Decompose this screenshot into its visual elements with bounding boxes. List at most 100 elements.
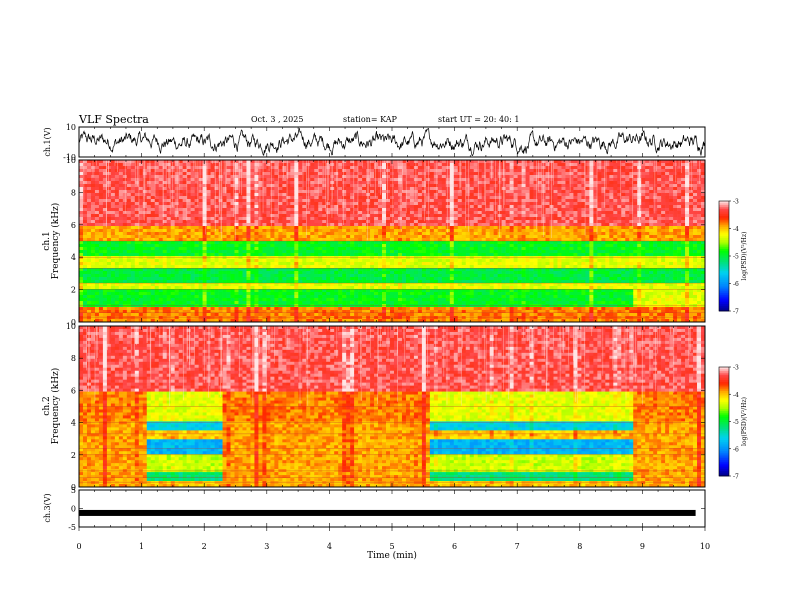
spectrogram-cell xyxy=(425,214,431,218)
spectrogram-cell xyxy=(425,181,431,185)
spectrogram-cell xyxy=(242,163,247,167)
spectrogram-cell xyxy=(346,217,351,221)
spectrogram-cell xyxy=(322,274,327,278)
spectrogram-cell xyxy=(226,265,231,269)
spectrogram-cell xyxy=(270,187,275,191)
spectrogram-cell xyxy=(110,292,116,296)
spectrogram-cell xyxy=(178,247,183,251)
spectrogram-cell xyxy=(346,190,351,194)
spectrogram-cell xyxy=(166,319,172,322)
spectrogram-cell xyxy=(310,214,315,218)
spectrogram-cell xyxy=(370,313,375,317)
spectrogram-cell xyxy=(150,241,156,245)
spectrogram-cell xyxy=(79,244,84,248)
spectrogram-cell xyxy=(178,223,183,227)
spectrogram-cell xyxy=(294,277,299,281)
spectrogram-cell xyxy=(102,232,108,236)
spectrogram-cell xyxy=(182,217,187,221)
spectrogram-cell xyxy=(214,187,219,191)
spectrogram-cell xyxy=(290,232,295,236)
spectrogram-cell xyxy=(178,199,183,203)
spectrogram-cell xyxy=(222,286,227,290)
spectrogram-cell xyxy=(342,301,347,305)
spectrogram-cell xyxy=(79,181,84,185)
spectrogram-cell xyxy=(358,244,363,248)
spectrogram-cell xyxy=(334,283,339,287)
spectrogram-cell xyxy=(158,313,164,317)
spectrogram-cell xyxy=(270,199,275,203)
spectrogram-cell xyxy=(437,193,443,197)
spectrogram-cell xyxy=(114,181,120,185)
spectrogram-cell xyxy=(401,214,407,218)
spectrogram-cell xyxy=(258,289,263,293)
spectrogram-cell xyxy=(425,175,431,179)
spectrogram-cell xyxy=(198,235,203,239)
spectrogram-cell xyxy=(170,262,175,266)
spectrogram-cell xyxy=(130,319,136,322)
spectrogram-cell xyxy=(222,175,227,179)
spectrogram-cell xyxy=(194,277,199,281)
spectrogram-cell xyxy=(138,226,144,230)
spectrogram-cell xyxy=(282,220,287,224)
spectrogram-cell xyxy=(106,235,112,239)
spectrogram-cell xyxy=(274,316,279,320)
spectrogram-cell xyxy=(338,172,343,176)
spectrogram-cell xyxy=(86,241,92,245)
spectrogram-cell xyxy=(230,235,235,239)
spectrogram-cell xyxy=(106,277,112,281)
spectrogram-cell xyxy=(286,298,291,302)
spectrogram-cell xyxy=(270,316,275,320)
spectrogram-cell xyxy=(118,295,124,299)
spectrogram-cell xyxy=(393,235,399,239)
spectrogram-cell xyxy=(170,193,175,197)
spectrogram-cell xyxy=(194,295,199,299)
spectrogram-cell xyxy=(370,280,375,284)
spectrogram-cell xyxy=(374,262,379,266)
spectrogram-cell xyxy=(94,307,100,311)
spectrogram-cell xyxy=(326,214,331,218)
spectrogram-cell xyxy=(314,307,319,311)
spectrogram-cell xyxy=(425,289,431,293)
spectrogram-cell xyxy=(98,280,104,284)
spectrogram-cell xyxy=(266,313,271,317)
spectrogram-cell xyxy=(346,307,351,311)
spectrogram-cell xyxy=(266,241,271,245)
spectrogram-cell xyxy=(362,319,367,322)
spectrogram-cell xyxy=(226,247,231,251)
spectrogram-cell xyxy=(122,301,128,305)
spectrogram-cell xyxy=(258,169,263,173)
spectrogram-cell xyxy=(106,316,112,320)
spectrogram-cell xyxy=(362,217,367,221)
spectrogram-cell xyxy=(174,277,179,281)
spectrogram-cell xyxy=(318,277,323,281)
spectrogram-cell xyxy=(390,229,395,233)
spectrogram-cell xyxy=(358,301,363,305)
spectrogram-cell xyxy=(390,247,395,251)
spectrogram-cell xyxy=(98,301,104,305)
spectrogram-cell xyxy=(421,259,427,263)
spectrogram-cell xyxy=(274,298,279,302)
spectrogram-cell xyxy=(362,289,367,293)
spectrogram-cell xyxy=(226,160,231,164)
spectrogram-cell xyxy=(326,265,331,269)
spectrogram-cell xyxy=(282,283,287,287)
spectrogram-cell xyxy=(393,175,399,179)
spectrogram-cell xyxy=(210,184,215,188)
spectrogram-cell xyxy=(182,319,187,322)
spectrogram-cell xyxy=(254,316,259,320)
spectrogram-cell xyxy=(393,274,399,278)
spectrogram-cell xyxy=(242,313,247,317)
spectrogram-cell xyxy=(330,262,335,266)
spectrogram-cell xyxy=(421,274,427,278)
spectrogram-cell xyxy=(194,220,199,224)
spectrogram-cell xyxy=(98,274,104,278)
spectrogram-cell xyxy=(250,238,255,242)
spectrogram-cell xyxy=(246,172,251,176)
spectrogram-cell xyxy=(429,319,435,322)
spectrogram-cell xyxy=(266,253,271,257)
spectrogram-cell xyxy=(282,244,287,248)
spectrogram-cell xyxy=(382,316,387,320)
spectrogram-cell xyxy=(158,214,164,218)
spectrogram-cell xyxy=(429,247,435,251)
spectrogram-cell xyxy=(162,244,168,248)
